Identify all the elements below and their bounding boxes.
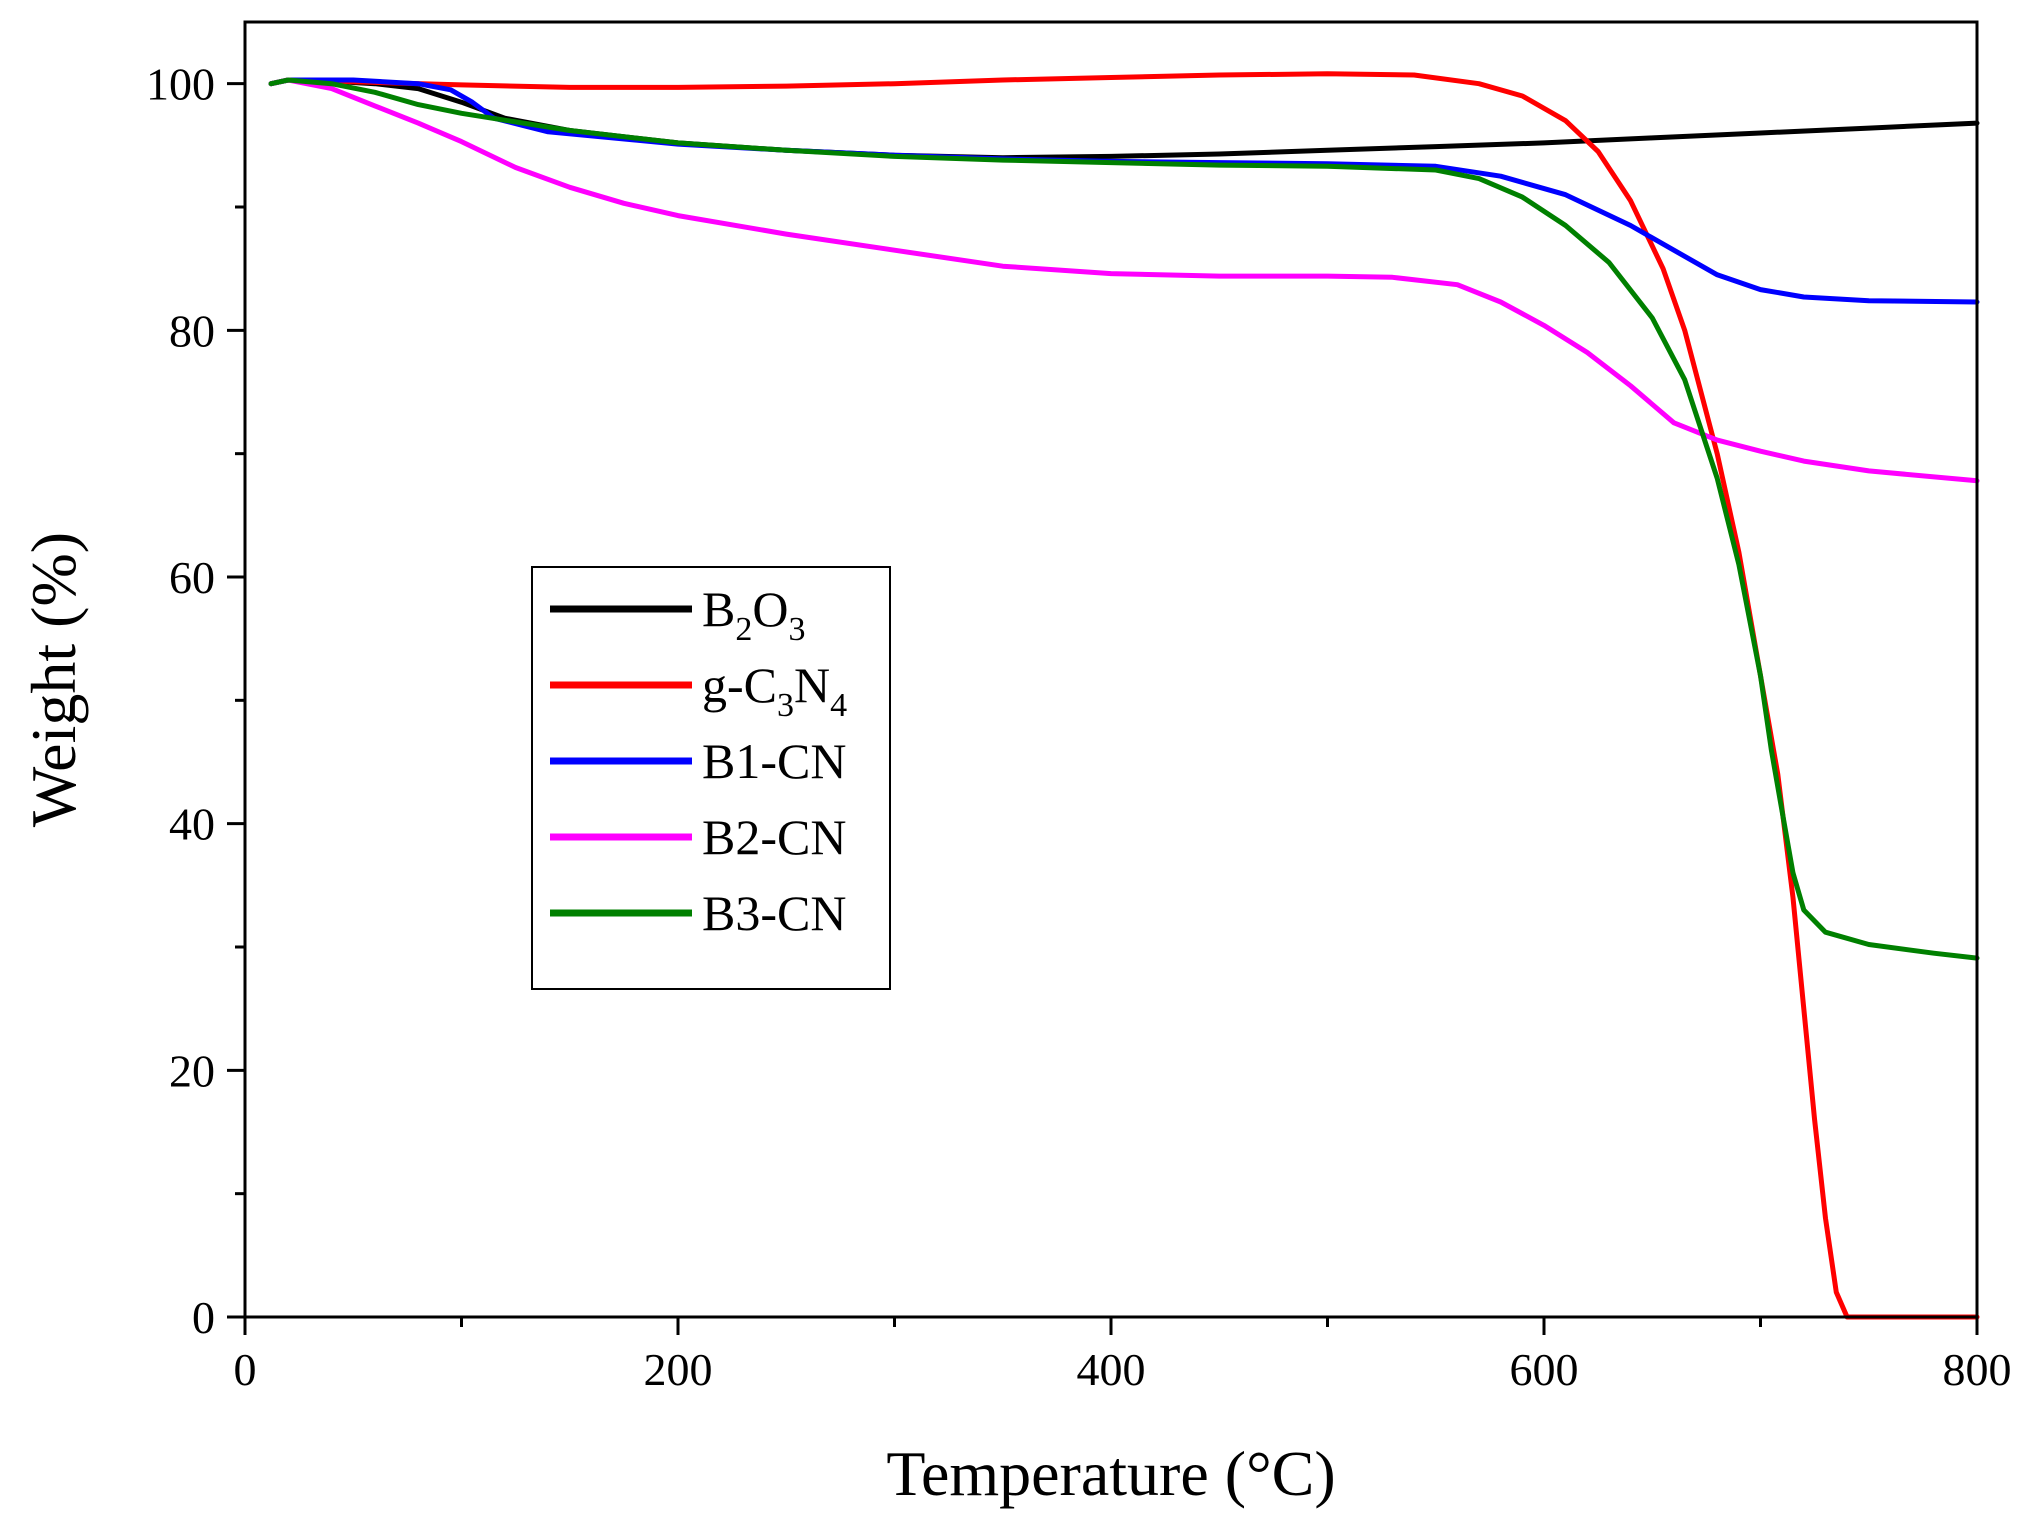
legend-label: g-C3N4 [702,657,847,724]
legend-label: B2-CN [702,809,846,865]
y-tick-label: 100 [146,59,215,110]
x-tick-label: 0 [234,1344,257,1395]
y-tick-label: 0 [192,1292,215,1343]
legend: B2O3 g-C3N4 B1-CN B2-CN B3-CN [531,566,891,990]
y-tick-label: 80 [169,305,215,356]
y-tick-label: 20 [169,1045,215,1096]
x-tick-label: 200 [644,1344,713,1395]
x-tick-label: 400 [1077,1344,1146,1395]
y-axis-title: Weight (%) [18,532,89,827]
legend-label: B2O3 [702,581,805,648]
series-layer [268,71,1980,1320]
y-tick-label: 60 [169,552,215,603]
series-line-b3-cn [268,77,1980,961]
y-tick-label: 40 [169,799,215,850]
ticks-layer: 0 200 400 600 800 0 20 40 60 80 100 [146,59,2012,1395]
x-tick-label: 800 [1943,1344,2012,1395]
legend-label: B1-CN [702,733,846,789]
x-axis-title: Temperature (°C) [886,1438,1335,1509]
legend-label: B3-CN [702,885,846,941]
legend-box [531,566,891,990]
series-line-b2-cn [268,77,1980,484]
x-tick-label: 600 [1510,1344,1579,1395]
series-line-g-c3n4 [268,71,1980,1320]
